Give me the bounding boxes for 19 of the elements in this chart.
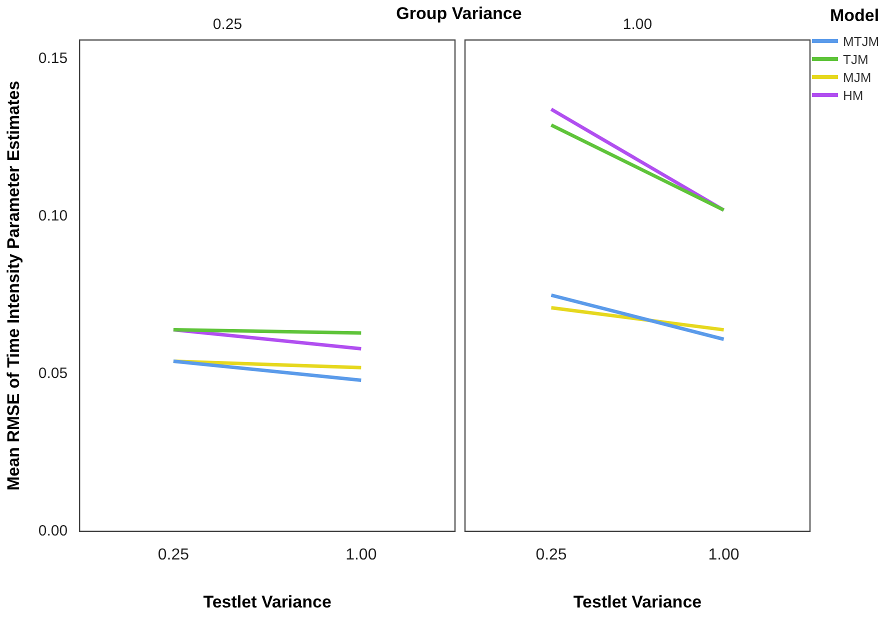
chart-title: 0.25 xyxy=(212,16,242,34)
y-tick-label: 0.10 xyxy=(38,208,68,225)
text: Group Variance xyxy=(396,4,522,23)
legend-label: MJM xyxy=(843,70,872,84)
legend-title: Model xyxy=(829,6,880,26)
legend-label: HM xyxy=(843,88,864,102)
legend-label: MTJM xyxy=(843,34,880,48)
x-tick-label: 1.00 xyxy=(708,546,740,564)
x-axis-title: Testlet Variance xyxy=(203,592,332,612)
y-tick-label: 0.05 xyxy=(38,365,68,382)
y-tick-label: 0.00 xyxy=(38,522,68,540)
x-tick-label: 1.00 xyxy=(346,546,377,564)
x-axis-title: Testlet Variance xyxy=(573,592,702,612)
y-tick-label: 0.15 xyxy=(38,50,68,68)
chart-title: 1.00 xyxy=(622,16,652,34)
legend-label: TJM xyxy=(843,52,868,66)
x-tick-label: 0.25 xyxy=(536,546,567,564)
y-axis-title: Mean RMSE of Time Intensity Parameter Estimates xyxy=(4,80,23,491)
x-tick-label: 0.25 xyxy=(158,546,190,564)
